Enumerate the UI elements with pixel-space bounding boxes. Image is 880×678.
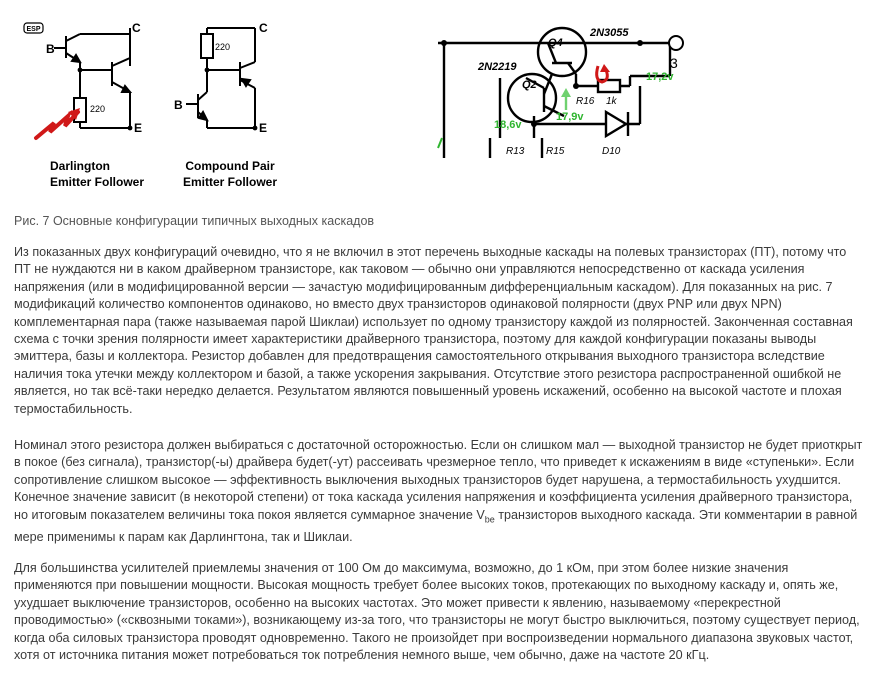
vbe-subscript: be: [484, 514, 495, 525]
darlington-emitter-label: E: [134, 121, 142, 135]
esp-logo: ESP: [23, 22, 44, 34]
transistor-configurations-diagram: ESP C B E 220 Darlington Emitter Followe: [10, 8, 295, 198]
r16-label: R16: [576, 96, 595, 107]
terminal-number: 3: [670, 55, 678, 71]
figure-caption: Рис. 7 Основные конфигурации типичных вы…: [14, 214, 375, 228]
left-voltage-label: 18,6v: [494, 119, 522, 131]
output-voltage-label: 17,2v: [646, 71, 674, 83]
svg-text:ESP: ESP: [26, 26, 40, 33]
output-stage-voltage-diagram: Q4 2N3055 Q2 2N2219 3 17,2v 17,9v 18,6v …: [430, 8, 690, 158]
darlington-collector-label: C: [132, 21, 141, 35]
compound-emitter-label: E: [259, 121, 267, 135]
r13-label: R13: [506, 146, 525, 157]
paragraph-cross-conduction: Для большинства усилителей приемлемы зна…: [14, 561, 860, 663]
darlington-title-line2: Emitter Follower: [50, 175, 144, 189]
compound-collector-label: C: [259, 21, 268, 35]
compound-title-line2: Emitter Follower: [183, 175, 277, 189]
paragraph-configurations: Из показанных двух конфигураций очевидно…: [14, 245, 853, 416]
d10-label: D10: [602, 146, 621, 157]
q2-part-label: 2N2219: [477, 61, 517, 73]
darlington-base-label: B: [46, 42, 55, 56]
compound-resistor-value: 220: [215, 42, 230, 52]
compound-base-label: B: [174, 98, 183, 112]
paragraph-resistor-text-start: Номинал этого резистора должен выбиратьс…: [14, 438, 863, 522]
q2-label: Q2: [522, 79, 537, 91]
darlington-title-line1: Darlington: [50, 159, 110, 173]
green-tick-mark: [437, 137, 443, 149]
r15-label: R15: [546, 146, 565, 157]
r16-value-label: 1k: [606, 96, 618, 107]
output-terminal: [668, 35, 684, 51]
q4-part-label: 2N3055: [589, 27, 629, 39]
paragraph-resistor-value: Номинал этого резистора должен выбиратьс…: [14, 437, 866, 546]
compound-title-line1: Compound Pair: [185, 159, 275, 173]
paragraph-resistor-text-end: транзисторов выходного каскада. Эти комм…: [14, 507, 858, 544]
compound-pair-schematic: [186, 27, 256, 129]
q4-label: Q4: [548, 37, 563, 49]
darlington-resistor-value: 220: [90, 104, 105, 114]
red-current-mark: [595, 64, 610, 84]
mid-voltage-label: 17,9v: [556, 111, 584, 123]
green-measurement-arrow: [561, 88, 571, 110]
red-annotation-arrow: [34, 108, 80, 140]
